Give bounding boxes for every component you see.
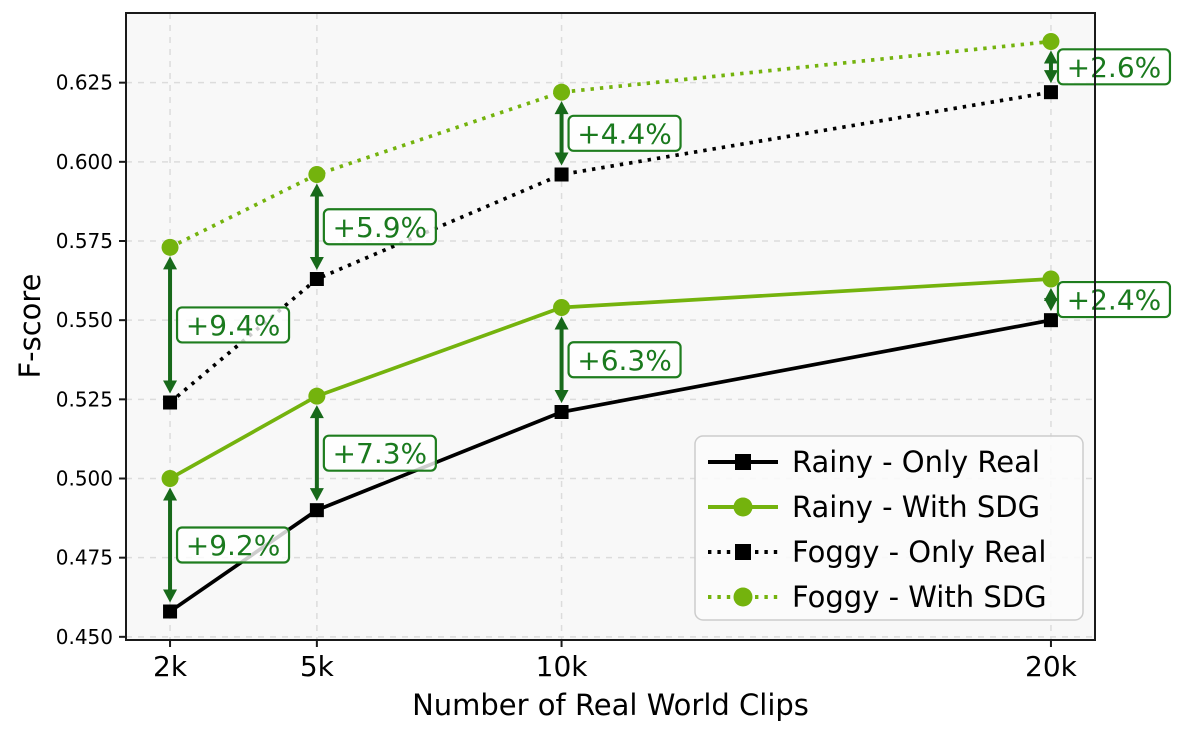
legend-label: Foggy - With SDG <box>792 580 1047 614</box>
data-point-square <box>309 272 324 286</box>
arrow-head-down-icon <box>309 257 324 270</box>
annotation-label: +7.3% <box>333 437 428 470</box>
annotation-label: +5.9% <box>333 211 428 244</box>
improvement-annotation: +2.4% <box>1043 280 1172 319</box>
data-point-circle <box>161 470 179 487</box>
arrow-head-up-icon <box>1043 288 1058 301</box>
improvement-annotation: +7.3% <box>309 405 437 502</box>
annotation-label: +9.2% <box>186 529 281 562</box>
improvement-annotation: +2.6% <box>1043 48 1172 86</box>
data-point-circle <box>553 83 571 101</box>
annotation-label: +6.3% <box>577 344 672 377</box>
legend-label: Rainy - Only Real <box>792 445 1040 479</box>
arrow-head-up-icon <box>309 183 324 197</box>
x-tick-label: 2k <box>153 650 188 683</box>
annotation-box <box>322 434 437 472</box>
arrow-head-down-icon <box>554 152 569 166</box>
annotation-label: +2.4% <box>1067 284 1162 317</box>
series-line <box>169 39 1052 249</box>
data-point-circle <box>308 166 326 183</box>
arrow-head-up-icon <box>554 316 569 330</box>
data-point-circle <box>161 238 179 256</box>
arrow-head-down-icon <box>163 380 178 394</box>
annotation-box <box>175 526 291 564</box>
data-point-circle <box>553 299 571 316</box>
y-tick-label: 0.500 <box>56 467 113 491</box>
data-point-square <box>1043 85 1058 100</box>
annotation-label: +2.6% <box>1067 51 1162 84</box>
annotation-box <box>175 306 291 344</box>
y-tick-label: 0.550 <box>56 308 113 332</box>
annotation-box <box>567 114 682 152</box>
x-tick-label: 5k <box>300 650 335 683</box>
legend-marker-circle-icon <box>733 587 753 607</box>
data-point-circle <box>1042 33 1060 50</box>
legend-box <box>694 435 1084 621</box>
series-rainy-with-sdg <box>161 270 1060 487</box>
series-foggy-with-sdg <box>161 33 1060 256</box>
legend-marker-square-icon <box>735 544 751 560</box>
annotation-label: +9.4% <box>186 309 281 342</box>
arrow-head-down-icon <box>1043 298 1058 312</box>
data-point-square <box>163 604 178 619</box>
series-line <box>169 277 1052 481</box>
y-tick-label: 0.625 <box>56 71 113 95</box>
arrow-head-up-icon <box>309 405 324 419</box>
arrow-head-down-icon <box>554 390 569 403</box>
arrow-head-up-icon <box>554 101 569 115</box>
arrow-head-down-icon <box>1043 70 1058 84</box>
annotation-box <box>322 208 437 246</box>
improvement-annotation: +9.2% <box>163 487 291 603</box>
data-point-square <box>163 395 178 410</box>
data-point-square <box>554 405 569 419</box>
data-point-square <box>1043 313 1058 328</box>
annotation-label: +4.4% <box>577 117 672 150</box>
arrow-head-up-icon <box>163 487 178 501</box>
legend-label: Rainy - With SDG <box>792 490 1040 524</box>
improvement-annotation: +5.9% <box>309 183 437 270</box>
y-tick-label: 0.475 <box>56 546 113 570</box>
y-tick-label: 0.575 <box>56 229 113 253</box>
annotation-box <box>1056 280 1172 319</box>
data-point-square <box>554 167 569 182</box>
arrow-head-up-icon <box>163 256 178 270</box>
improvement-annotation: +6.3% <box>554 316 682 403</box>
annotation-box <box>1056 48 1172 86</box>
improvement-annotation: +9.4% <box>163 256 291 394</box>
legend-item-rainy-with-sdg: Rainy - With SDG <box>708 490 1040 524</box>
data-point-circle <box>1042 270 1060 288</box>
improvement-annotation: +4.4% <box>554 101 682 166</box>
data-point-circle <box>308 387 326 405</box>
axis-ticks <box>119 81 1052 647</box>
y-tick-label: 0.525 <box>56 387 113 411</box>
y-axis-label: F-score <box>13 273 47 379</box>
legend: Rainy - Only Real Rainy - With SDG Foggy -… <box>694 435 1084 621</box>
annotation-box <box>567 341 682 379</box>
legend-item-foggy-only-real: Foggy - Only Real <box>708 535 1046 569</box>
x-axis-label: Number of Real World Clips <box>412 688 809 722</box>
data-point-square <box>309 503 324 518</box>
plot-border <box>125 12 1096 641</box>
arrow-head-up-icon <box>1043 50 1058 64</box>
legend-marker-square-icon <box>735 454 751 470</box>
x-tick-label: 20k <box>1025 650 1078 683</box>
y-tick-label: 0.600 <box>56 150 113 174</box>
arrow-head-down-icon <box>163 589 178 603</box>
legend-label: Foggy - Only Real <box>792 535 1046 569</box>
arrow-head-down-icon <box>309 488 324 502</box>
legend-item-foggy-with-sdg: Foggy - With SDG <box>708 580 1047 614</box>
legend-marker-circle-icon <box>733 497 753 517</box>
y-tick-label: 0.450 <box>56 625 113 649</box>
legend-item-rainy-only-real: Rainy - Only Real <box>708 445 1040 479</box>
x-tick-label: 10k <box>536 650 589 683</box>
